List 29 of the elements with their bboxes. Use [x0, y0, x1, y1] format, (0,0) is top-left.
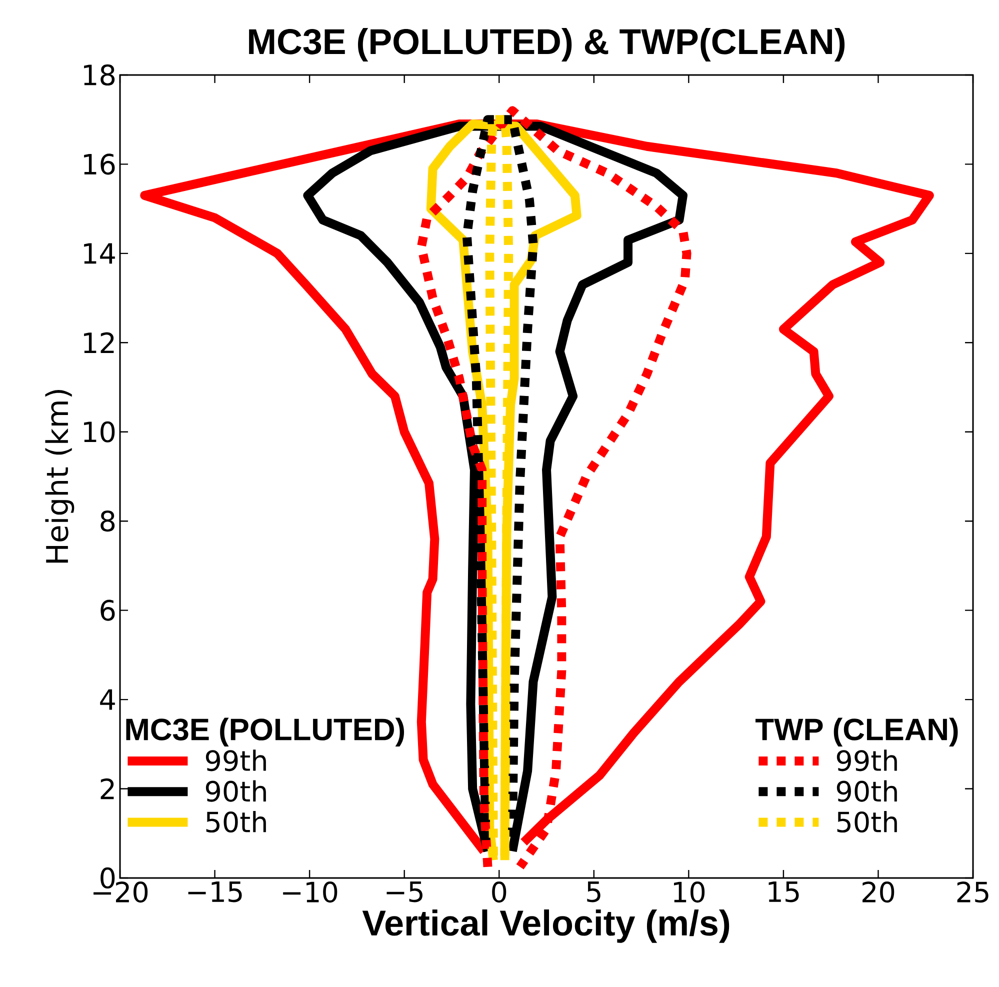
- x-tick-label: −5: [386, 882, 422, 902]
- chart-title: MC3E (POLLUTED) & TWP(CLEAN): [249, 28, 845, 62]
- legend-label: 99th: [206, 750, 266, 772]
- x-tick-label: 0: [492, 882, 506, 903]
- y-tick-label: 6: [100, 600, 115, 621]
- x-tick-label: 15: [768, 882, 799, 902]
- x-tick-label: 10: [674, 882, 705, 903]
- x-tick-label: 25: [957, 882, 988, 903]
- y-tick-label: 18: [84, 64, 115, 86]
- x-tick-label: −15: [188, 882, 242, 902]
- y-tick-label: 16: [84, 154, 115, 175]
- x-tick-label: 5: [587, 882, 600, 902]
- y-tick-label: 8: [100, 510, 115, 532]
- legend-label: 99th: [836, 750, 897, 772]
- x-tick-label: 20: [862, 882, 894, 903]
- y-axis-title: Height (km): [45, 390, 74, 563]
- y-tick-label: 4: [100, 689, 115, 710]
- y-tick-label: 2: [100, 778, 114, 800]
- annotation: TWP (CLEAN): [756, 718, 958, 747]
- y-tick-label: 14: [84, 243, 115, 264]
- legend-label: 90th: [836, 780, 897, 802]
- x-tick-label: −10: [283, 882, 338, 903]
- annotation: MC3E (POLLUTED): [126, 718, 404, 747]
- legend-label: 50th: [837, 810, 897, 833]
- legend-label: 50th: [206, 810, 266, 833]
- legend-label: 90th: [206, 780, 266, 802]
- y-tick-label: 10: [84, 421, 115, 442]
- x-axis-title: Vertical Velocity (m/s): [362, 909, 730, 943]
- y-tick-label: 12: [84, 332, 114, 353]
